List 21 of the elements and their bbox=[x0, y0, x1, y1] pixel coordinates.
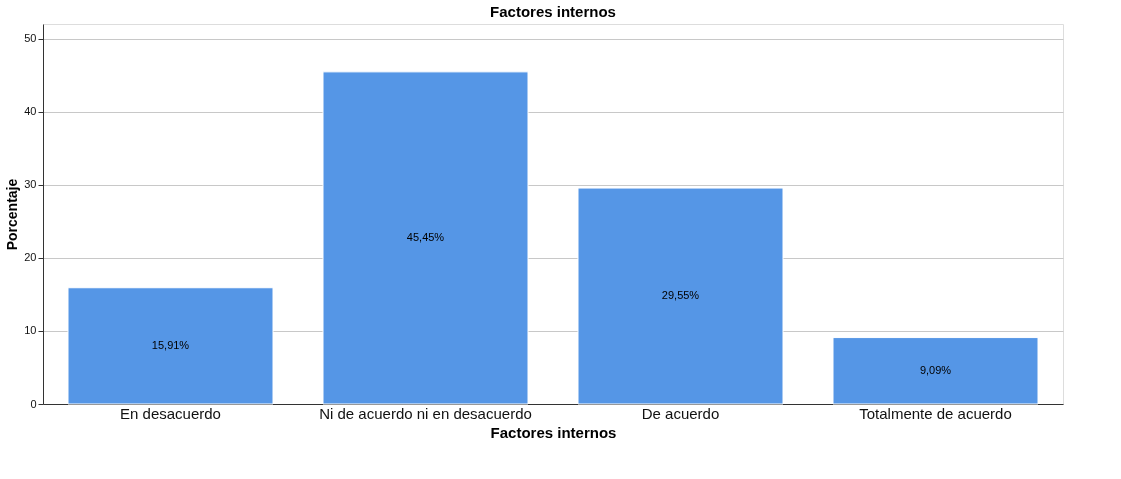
chart-title: Factores internos bbox=[490, 3, 616, 20]
data-label: 9,09% bbox=[919, 363, 952, 376]
x-tick-label: De acuerdo bbox=[641, 404, 720, 422]
x-axis-title: Factores internos bbox=[490, 423, 617, 441]
y-tick-label: 10 bbox=[24, 324, 37, 337]
bar bbox=[322, 71, 529, 405]
x-tick-label: En desacuerdo bbox=[120, 404, 221, 422]
y-tick-label: 40 bbox=[24, 105, 37, 118]
data-label: 15,91% bbox=[151, 338, 190, 351]
y-axis-title: Porcentaje bbox=[4, 178, 21, 251]
bar bbox=[67, 287, 274, 405]
x-tick-label: Ni de acuerdo ni en desacuerdo bbox=[319, 404, 532, 422]
bar bbox=[832, 337, 1039, 405]
y-tick-label: 0 bbox=[30, 397, 37, 410]
x-tick-label: Totalmente de acuerdo bbox=[859, 404, 1012, 422]
data-label: 29,55% bbox=[661, 289, 700, 302]
y-tick-label: 30 bbox=[24, 178, 37, 191]
bar bbox=[577, 187, 784, 405]
y-tick-label: 20 bbox=[24, 251, 37, 264]
y-tick-label: 50 bbox=[24, 32, 37, 45]
data-label: 45,45% bbox=[406, 230, 445, 243]
